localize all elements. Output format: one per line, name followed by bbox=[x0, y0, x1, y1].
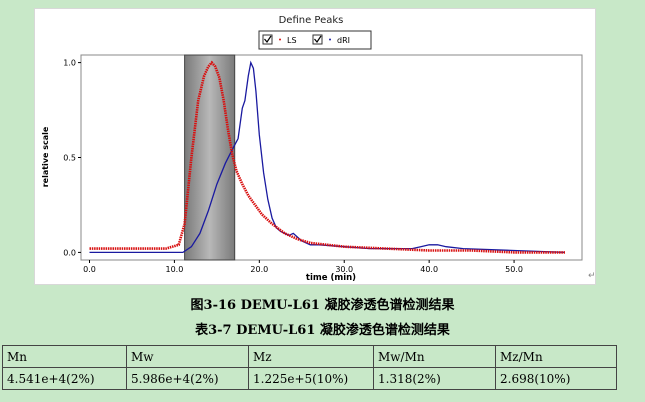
cell-mwmn-value: 1.318(2%) bbox=[373, 367, 496, 390]
figure-caption: 图3-16 DEMU-L61 凝胶渗透色谱检测结果 bbox=[190, 298, 455, 313]
table-row: 4.541e+4(2%) 5.986e+4(2%) 1.225e+5(10%) … bbox=[2, 367, 617, 390]
y-tick-label: 1.0 bbox=[63, 59, 76, 68]
chart-title: Define Peaks bbox=[279, 15, 344, 26]
x-tick-label: 20.0 bbox=[250, 265, 268, 274]
series-line-dri bbox=[89, 60, 566, 254]
legend-ls-marker bbox=[279, 38, 281, 41]
gpc-result-table: Mn Mw Mz Mw/Mn Mz/Mn 4.541e+4(2%) 5.986e… bbox=[2, 345, 617, 390]
header-cell-mz: Mz bbox=[248, 345, 374, 368]
cell-mz-value: 1.225e+5(10%) bbox=[248, 367, 374, 390]
x-tick-label: 50.0 bbox=[505, 265, 523, 274]
y-tick-label: 0.5 bbox=[63, 154, 76, 163]
table-caption: 表3-7 DEMU-L61 凝胶渗透色谱检测结果 bbox=[195, 323, 450, 338]
y-tick-label: 0.0 bbox=[63, 248, 76, 257]
x-tick-label: 10.0 bbox=[166, 265, 184, 274]
chart-legend: LS dRI bbox=[258, 30, 372, 50]
legend-dri-label: dRI bbox=[337, 36, 350, 45]
x-axis-label: time (min) bbox=[306, 273, 356, 283]
axis-ticks: 0.0 10.0 20.0 30.0 40.0 50.0 0.0 0.5 1.0 bbox=[63, 59, 523, 274]
peak-selection-region[interactable] bbox=[184, 54, 236, 261]
cell-mw-value: 5.986e+4(2%) bbox=[126, 367, 249, 390]
gpc-chart: Define Peaks LS dRI 0.0 10.0 20.0 30.0 40.0 5… bbox=[41, 15, 583, 283]
header-cell-mwmn: Mw/Mn bbox=[373, 345, 496, 368]
series-line-ls bbox=[89, 60, 565, 254]
header-cell-mw: Mw bbox=[126, 345, 249, 368]
legend-dri-checkbox[interactable] bbox=[312, 34, 323, 45]
series-layer bbox=[89, 60, 566, 254]
table-header-row: Mn Mw Mz Mw/Mn Mz/Mn bbox=[2, 345, 617, 368]
y-axis-label: relative scale bbox=[41, 126, 50, 187]
plot-area bbox=[80, 54, 583, 261]
header-cell-mn: Mn bbox=[2, 345, 127, 368]
legend-ls-check-icon bbox=[264, 35, 272, 44]
legend-ls-label: LS bbox=[287, 36, 297, 45]
legend-ls-checkbox[interactable] bbox=[262, 34, 273, 45]
legend-dri-marker bbox=[329, 38, 331, 41]
paragraph-mark: ↵ bbox=[588, 271, 596, 281]
cell-mzmn-value: 2.698(10%) bbox=[495, 367, 617, 390]
chart-panel: Define Peaks LS dRI 0.0 10.0 20.0 30.0 40.0 5… bbox=[34, 8, 596, 285]
x-tick-label: 30.0 bbox=[335, 265, 353, 274]
x-tick-label: 0.0 bbox=[83, 265, 96, 274]
x-tick-label: 40.0 bbox=[420, 265, 438, 274]
legend-dri-check-icon bbox=[314, 35, 322, 44]
cell-mn-value: 4.541e+4(2%) bbox=[2, 367, 127, 390]
header-cell-mzmn: Mz/Mn bbox=[495, 345, 617, 368]
